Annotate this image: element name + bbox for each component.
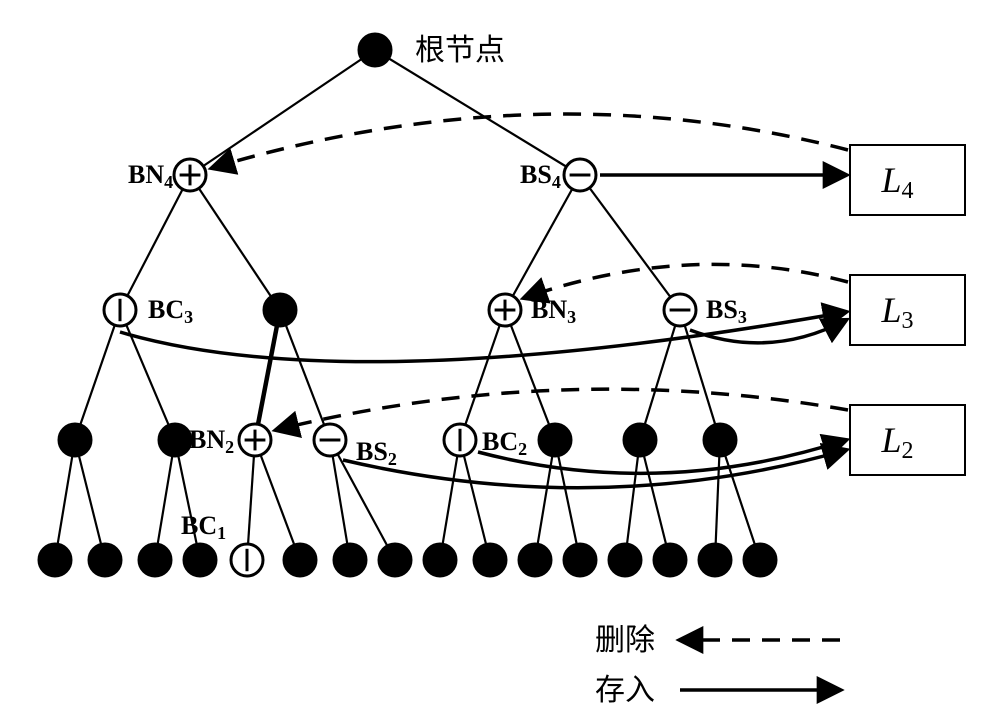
tree-edge [555,440,580,560]
leaf-node-0 [39,544,71,576]
tree-edge [155,440,175,560]
tree-edge [175,440,200,560]
node-l3 [159,424,191,456]
tree-edge [580,175,680,310]
node-label: BC2 [482,427,527,459]
node-BN2 [239,424,271,456]
tree-edge [680,310,720,440]
tree-edge [190,50,375,175]
leaf-node-2 [139,544,171,576]
node-label: BC3 [148,295,193,327]
tree-edge [75,440,105,560]
node-l3 [624,424,656,456]
root-node [359,34,391,66]
tree-edge [505,310,555,440]
node-label-bc1: BC1 [181,511,226,543]
tree-edge [535,440,555,560]
delete-arrow [276,389,848,430]
leaf-node-7 [379,544,411,576]
tree-edge-bold [255,310,280,440]
tree-edge [120,175,190,310]
leaf-node-6 [334,544,366,576]
tree-edge [190,175,280,310]
box-L2: L2 [850,405,965,475]
root-label: 根节点 [415,34,505,67]
leaf-node-3 [184,544,216,576]
leaf-node-8 [424,544,456,576]
node-label: BS3 [706,295,747,327]
tree-edge [640,440,670,560]
leaf-node-1 [89,544,121,576]
store-arrow [478,440,846,473]
leaf-node-9 [474,544,506,576]
legend-delete-label: 删除 [595,624,655,657]
tree-edge [440,440,460,560]
tree-edge [640,310,680,440]
leaf-node-5 [284,544,316,576]
box-L4: L4 [850,145,965,215]
node-label: BN3 [531,295,576,327]
node-label: BN2 [189,425,234,457]
box-L3: L3 [850,275,965,345]
node-L2b [264,294,296,326]
leaf-node-4 [231,544,263,576]
leaf-node-13 [654,544,686,576]
delete-arrow [524,264,848,298]
tree-edge [460,440,490,560]
leaf-node-15 [744,544,776,576]
tree-edge [625,440,640,560]
node-l3 [704,424,736,456]
leaf-node-10 [519,544,551,576]
node-BC3 [104,294,136,326]
tree-edge [460,310,505,440]
node-BS4 [564,159,596,191]
leaf-node-11 [564,544,596,576]
tree-edge [505,175,580,310]
node-BN4 [174,159,206,191]
tree-edge [715,440,720,560]
legend: 删除存入 [595,624,840,707]
tree-edge [720,440,760,560]
node-BS2 [314,424,346,456]
legend-store-label: 存入 [595,674,655,707]
node-label: BN4 [128,160,173,192]
tree-edge [75,310,120,440]
node-label: BS2 [356,437,397,469]
leaf-node-12 [609,544,641,576]
node-l3 [539,424,571,456]
tree-edge [280,310,330,440]
node-label: BS4 [520,160,561,192]
node-BN3 [489,294,521,326]
node-BS3 [664,294,696,326]
tree-edge [255,440,300,560]
store-arrow [343,450,846,488]
tree-edge [120,310,175,440]
node-BC2 [444,424,476,456]
tree-edge [247,440,255,560]
node-l3 [59,424,91,456]
leaf-node-14 [699,544,731,576]
tree-edge [55,440,75,560]
